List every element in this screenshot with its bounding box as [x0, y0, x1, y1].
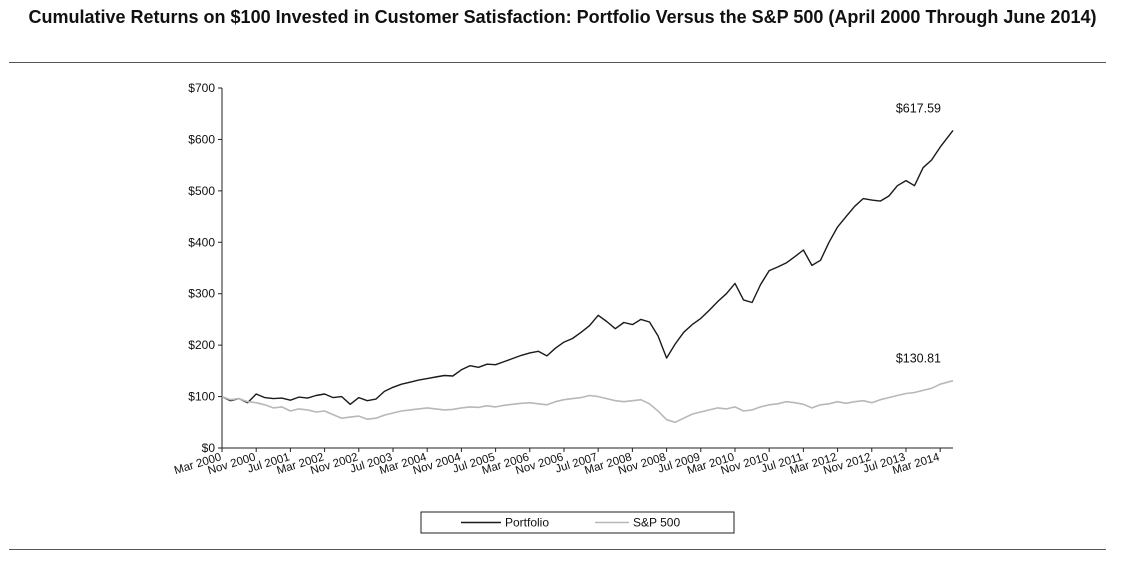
y-tick-label: $0 [202, 441, 216, 455]
chart-title: Cumulative Returns on $100 Invested in C… [28, 7, 1097, 27]
legend-label: S&P 500 [633, 516, 680, 530]
y-tick-label: $500 [188, 184, 215, 198]
y-tick-label: $700 [188, 81, 215, 95]
end-value-label: $617.59 [896, 101, 941, 115]
end-value-label: $130.81 [896, 352, 941, 366]
series-line-portfolio [221, 129, 954, 405]
bottom-rule [9, 549, 1106, 550]
y-tick-label: $300 [188, 287, 215, 301]
y-tick-label: $400 [188, 235, 215, 249]
legend-box [420, 511, 735, 534]
series-line-sp500 [221, 379, 954, 424]
y-tick-label: $200 [188, 338, 215, 352]
top-rule [9, 62, 1106, 63]
y-tick-label: $600 [188, 132, 215, 146]
legend-label: Portfolio [505, 516, 549, 530]
y-tick-label: $100 [188, 390, 215, 404]
